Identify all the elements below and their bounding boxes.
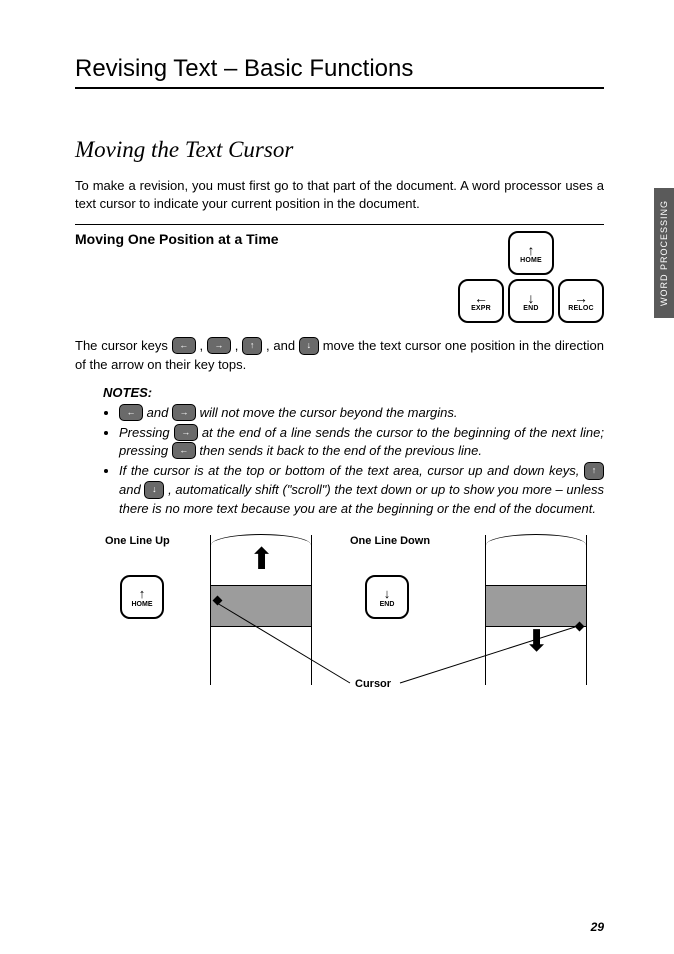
text-fragment: and	[147, 405, 172, 420]
note-item: Pressing → at the end of a line sends th…	[119, 424, 604, 460]
text-fragment: If the cursor is at the top or bottom of…	[119, 463, 584, 478]
key-up-label: HOME	[520, 257, 542, 264]
text-fragment: , automatically shift ("scroll") the tex…	[119, 482, 604, 516]
scroll-diagram: One Line Up ↑ HOME ⬆ One Line Down ↓ END…	[75, 535, 604, 695]
inline-key-up-icon: ↑	[242, 337, 262, 355]
page-title: Revising Text – Basic Functions	[75, 55, 604, 89]
text-fragment: Pressing	[119, 425, 174, 440]
arrow-down-icon: ↓	[528, 291, 535, 305]
key-right: → RELOC	[558, 279, 604, 323]
key-down: ↓ END	[508, 279, 554, 323]
text-fragment: The cursor keys	[75, 338, 172, 353]
cursor-lines	[75, 535, 605, 695]
arrow-up-icon: ↑	[528, 243, 535, 257]
inline-key-right-icon: →	[174, 424, 198, 441]
subheading: Moving One Position at a Time	[75, 231, 458, 247]
arrow-left-icon: ←	[474, 291, 488, 305]
page-number: 29	[591, 920, 604, 934]
inline-key-right-icon: →	[172, 404, 196, 421]
text-fragment: will not move the cursor beyond the marg…	[200, 405, 458, 420]
key-up: ↑ HOME	[508, 231, 554, 275]
inline-key-right-icon: →	[207, 337, 231, 354]
note-item: If the cursor is at the top or bottom of…	[119, 462, 604, 517]
note-item: ← and → will not move the cursor beyond …	[119, 404, 604, 422]
inline-key-left-icon: ←	[119, 404, 143, 421]
inline-key-down-icon: ↓	[144, 481, 164, 499]
text-fragment: ,	[200, 338, 207, 353]
key-left-label: EXPR	[471, 305, 491, 312]
cursor-keypad: ↑ HOME ← EXPR ↓ END → RELOC	[458, 231, 604, 323]
intro-paragraph: To make a revision, you must first go to…	[75, 177, 604, 212]
cursor-keys-paragraph: The cursor keys ← , → , ↑ , and ↓ move t…	[75, 337, 604, 373]
section-title: Moving the Text Cursor	[75, 137, 604, 163]
text-fragment: ,	[235, 338, 242, 353]
notes-block: NOTES: ← and → will not move the cursor …	[103, 385, 604, 517]
arrow-right-icon: →	[574, 291, 588, 305]
inline-key-down-icon: ↓	[299, 337, 319, 355]
text-fragment: , and	[266, 338, 299, 353]
text-fragment: then sends it back to the end of the pre…	[199, 443, 482, 458]
notes-heading: NOTES:	[103, 385, 604, 400]
key-right-label: RELOC	[568, 305, 594, 312]
inline-key-up-icon: ↑	[584, 462, 604, 480]
inline-key-left-icon: ←	[172, 337, 196, 354]
key-left: ← EXPR	[458, 279, 504, 323]
key-down-label: END	[523, 305, 538, 312]
inline-key-left-icon: ←	[172, 442, 196, 459]
text-fragment: and	[119, 482, 144, 497]
